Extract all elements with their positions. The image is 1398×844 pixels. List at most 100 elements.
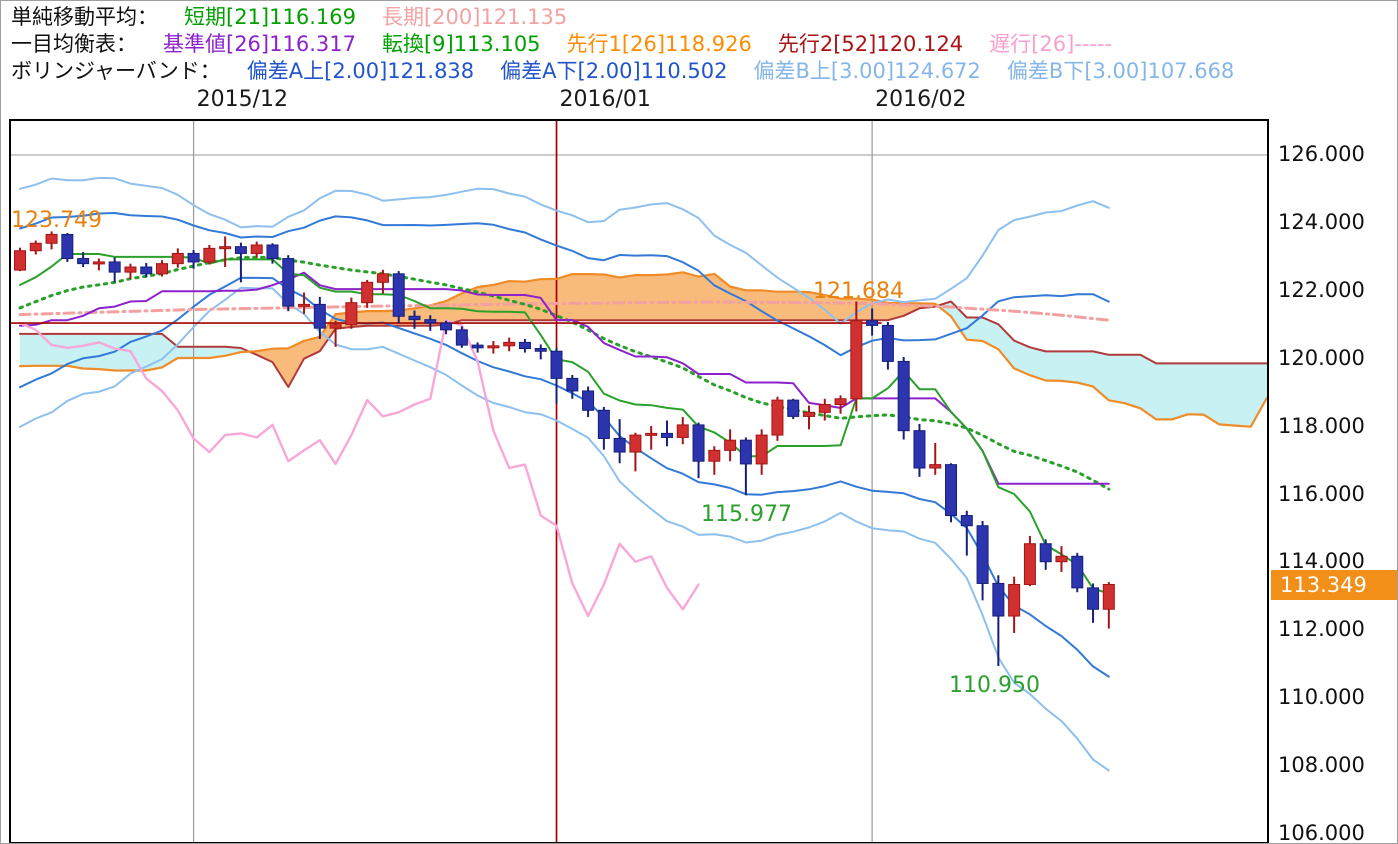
candle-body xyxy=(534,348,547,352)
candle-body xyxy=(692,424,705,462)
candle-body xyxy=(392,273,405,317)
candle-body xyxy=(550,350,563,379)
indicator-legend: 単純移動平均： 短期[21]116.169 長期[200]121.135 一目均… xyxy=(11,4,1234,85)
legend-sma-short: 短期[21]116.169 xyxy=(184,5,356,29)
candlesticks xyxy=(14,231,1115,666)
candle-body xyxy=(866,320,879,326)
candle-body xyxy=(345,302,358,326)
candle-body xyxy=(1102,584,1115,610)
ichimoku-cloud-segment xyxy=(249,272,938,387)
candle-body xyxy=(329,324,342,329)
candle-body xyxy=(518,341,531,350)
candle-body xyxy=(376,273,389,283)
plot-border xyxy=(9,119,1269,843)
legend-boll-a-upper: 偏差A上[2.00]121.838 xyxy=(246,59,475,83)
candle-body xyxy=(1055,555,1068,563)
legend-row-sma: 単純移動平均： 短期[21]116.169 長期[200]121.135 xyxy=(11,4,1234,31)
y-axis-label: 116.000 xyxy=(1278,481,1365,506)
current-price-badge: 113.349 xyxy=(1271,569,1397,600)
candle-body xyxy=(45,233,58,244)
senkou-a-line xyxy=(18,271,1269,428)
y-axis-label: 118.000 xyxy=(1278,413,1365,438)
y-axis-label: 110.000 xyxy=(1278,685,1365,710)
candle-body xyxy=(77,258,90,265)
candle-body xyxy=(739,439,752,465)
x-axis-label: 2016/02 xyxy=(875,87,967,112)
bollinger-b-lower-line xyxy=(19,286,1110,772)
candle-body xyxy=(313,303,326,329)
candle-body xyxy=(629,434,642,453)
candle-body xyxy=(787,399,800,417)
candle-body xyxy=(487,345,500,349)
candle-body xyxy=(645,432,658,436)
candle-body xyxy=(724,439,737,451)
bollinger-b-upper-line xyxy=(19,176,1110,325)
candle-body xyxy=(440,322,453,331)
candle-body xyxy=(913,430,926,469)
candle-body xyxy=(566,377,579,392)
candle-body xyxy=(771,399,784,436)
candle-body xyxy=(850,320,863,400)
candle-body xyxy=(156,263,169,275)
candle-body xyxy=(976,525,989,584)
bollinger-a-lower-line xyxy=(19,276,1110,678)
candle-body xyxy=(29,242,42,252)
candle-body xyxy=(266,244,279,260)
candle-body xyxy=(124,266,137,273)
legend-ichimoku-kijun: 基準値[26]116.317 xyxy=(163,32,356,56)
candle-body xyxy=(929,464,942,469)
candle-body xyxy=(187,252,200,263)
legend-sma-long: 長期[200]121.135 xyxy=(381,5,568,29)
legend-row-ichimoku: 一目均衡表： 基準値[26]116.317 転換[9]113.105 先行1[2… xyxy=(11,31,1234,58)
y-axis-label: 112.000 xyxy=(1278,617,1365,642)
kijun-line xyxy=(19,271,1110,485)
chikou-line xyxy=(18,319,700,618)
y-axis-label: 124.000 xyxy=(1278,209,1365,234)
candle-body xyxy=(14,250,26,271)
legend-label-sma: 単純移動平均： xyxy=(11,5,158,29)
legend-ichimoku-tenkan: 転換[9]113.105 xyxy=(381,32,541,56)
senkou-b-line xyxy=(19,300,1269,388)
legend-boll-a-lower: 偏差A下[2.00]110.502 xyxy=(500,59,728,83)
legend-label-ichimoku: 一目均衡表： xyxy=(11,32,137,56)
candle-body xyxy=(282,258,295,307)
price-annotation: 123.749 xyxy=(11,208,102,233)
candle-body xyxy=(455,329,468,346)
plot-background xyxy=(9,119,1269,843)
candle-body xyxy=(755,434,768,465)
candle-body xyxy=(92,261,105,265)
candle-body xyxy=(613,437,626,453)
candle-body xyxy=(471,344,484,349)
candle-body xyxy=(203,247,216,263)
legend-ichimoku-senkou1: 先行1[26]118.926 xyxy=(566,32,752,56)
candle-body xyxy=(660,432,673,438)
candle-body xyxy=(108,261,121,273)
legend-boll-b-lower: 偏差B下[3.00]107.668 xyxy=(1006,59,1235,83)
candle-body xyxy=(897,360,910,432)
candle-body xyxy=(597,409,610,439)
candle-body xyxy=(171,252,184,265)
candle-body xyxy=(1087,587,1100,610)
candle-body xyxy=(803,411,815,417)
x-axis-label: 2016/01 xyxy=(559,87,651,112)
legend-row-bollinger: ボリンジャーバンド： 偏差A上[2.00]121.838 偏差A下[2.00]1… xyxy=(11,58,1234,85)
legend-boll-b-upper: 偏差B上[3.00]124.672 xyxy=(753,59,981,83)
gridlines xyxy=(9,119,1269,843)
candle-body xyxy=(298,303,311,307)
indicator-lines xyxy=(18,176,1269,772)
sma-short-line xyxy=(18,255,1111,491)
y-axis-label: 120.000 xyxy=(1278,345,1365,370)
candle-body xyxy=(1023,543,1036,585)
candle-body xyxy=(960,515,973,527)
tenkan-line xyxy=(19,253,1110,595)
legend-ichimoku-senkou2: 先行2[52]120.124 xyxy=(777,32,964,56)
ichimoku-cloud-segment xyxy=(937,301,1269,427)
candle-body xyxy=(219,246,232,250)
candle-body xyxy=(708,449,721,462)
price-annotation: 110.950 xyxy=(949,673,1040,698)
candle-body xyxy=(818,404,831,413)
candle-body xyxy=(881,324,894,362)
bollinger-a-upper-line xyxy=(19,212,1110,357)
